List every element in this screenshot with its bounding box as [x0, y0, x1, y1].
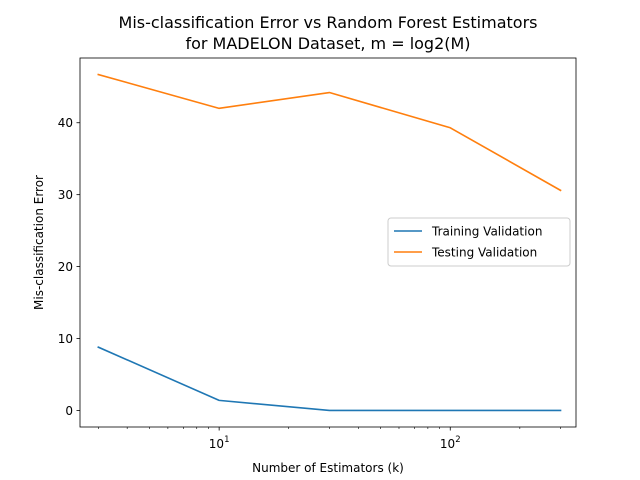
- series-layer: [97, 73, 562, 412]
- x-tick-exponent: 2: [455, 435, 460, 445]
- legend-box: [387, 217, 571, 267]
- y-axis: 0 10 20 30 40: [58, 116, 80, 418]
- x-axis-label: Number of Estimators (k): [252, 461, 404, 475]
- y-tick-label-4: 40: [58, 116, 73, 130]
- y-tick-label-2: 20: [58, 260, 73, 274]
- x-axis: 101 102: [97, 427, 561, 451]
- series-line-1: [97, 73, 562, 192]
- x-tick-label-1: 102: [440, 435, 461, 451]
- legend: Training Validation Testing Validation: [387, 217, 571, 267]
- y-tick-label-0: 0: [65, 404, 73, 418]
- x-tick-base: 10: [209, 437, 224, 451]
- y-tick-label-1: 10: [58, 332, 73, 346]
- y-tick-label-3: 30: [58, 188, 73, 202]
- x-tick-exponent: 1: [224, 435, 229, 445]
- series-line-0: [97, 346, 562, 412]
- y-axis-label: Mis-classification Error: [32, 175, 46, 310]
- x-tick-base: 10: [440, 437, 455, 451]
- x-tick-label-0: 101: [209, 435, 230, 451]
- chart-title-line1: Mis-classification Error vs Random Fores…: [119, 13, 538, 32]
- legend-label-0: Training Validation: [431, 225, 542, 239]
- legend-label-1: Testing Validation: [431, 246, 537, 260]
- plot-frame: [79, 57, 577, 428]
- chart-title-line2: for MADELON Dataset, m = log2(M): [185, 34, 470, 53]
